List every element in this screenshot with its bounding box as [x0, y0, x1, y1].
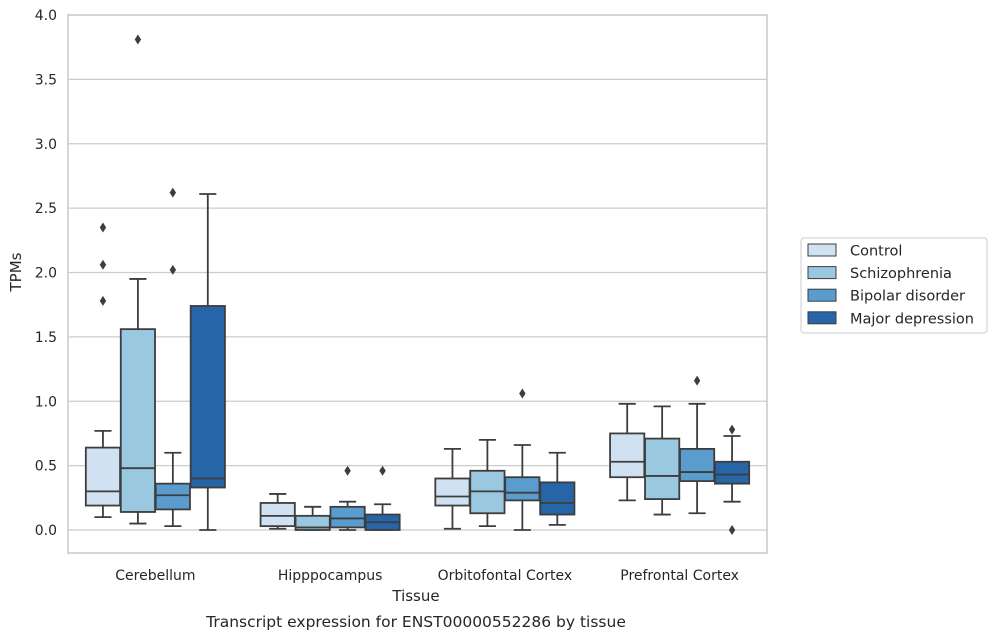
box-schizophrenia [294, 505, 331, 531]
box-body [259, 502, 296, 528]
box-bipolar-disorder [329, 465, 366, 531]
outlier-point [344, 465, 351, 476]
legend-label: Major depression [850, 311, 974, 327]
box-body [189, 305, 226, 489]
y-tick-label: 0.0 [35, 523, 57, 539]
y-tick-label: 1.0 [35, 394, 57, 410]
legend-swatch [807, 243, 837, 257]
box-control [84, 222, 121, 519]
legend-label: Bipolar disorder [850, 289, 965, 305]
outlier-point [169, 187, 177, 198]
x-tick-label: Cerebellum [115, 568, 195, 584]
outlier-point [99, 222, 107, 233]
box-schizophrenia [644, 405, 681, 516]
box-series [84, 34, 751, 535]
box-control [259, 493, 296, 530]
box-bipolar-disorder [504, 388, 541, 531]
y-axis-label: TPMs [7, 252, 25, 292]
box-body [644, 437, 681, 500]
y-tick-label: 3.5 [35, 72, 57, 88]
box-body [539, 481, 576, 516]
x-axis-label: Tissue [391, 587, 439, 605]
y-tick-labels: 0.0 0.5 1.0 1.5 2.0 2.5 3.0 3.5 4.0 [35, 8, 57, 539]
legend-swatch [807, 311, 837, 325]
box-body [119, 328, 156, 513]
outlier-point [728, 424, 736, 435]
box-body [84, 446, 121, 507]
box-body [609, 432, 646, 479]
box-schizophrenia [119, 34, 156, 525]
box-bipolar-disorder [679, 375, 716, 515]
box-control [434, 447, 471, 530]
box-body [329, 505, 366, 529]
box-control [609, 402, 646, 502]
legend: Control Schizophrenia Bipolar disorder Majo… [800, 237, 988, 334]
x-tick-label: Prefrontal Cortex [620, 568, 739, 584]
box-schizophrenia [469, 438, 506, 528]
y-tick-label: 0.5 [35, 459, 57, 475]
chart-caption: Transcript expression for ENST0000055228… [205, 613, 626, 631]
y-tick-label: 3.0 [35, 137, 57, 153]
y-tick-label: 2.5 [35, 201, 57, 217]
outlier-point [99, 259, 107, 270]
plot-frame [67, 14, 768, 554]
box-bipolar-disorder [154, 187, 191, 528]
legend-label: Schizophrenia [850, 266, 952, 282]
legend-swatch [807, 266, 837, 280]
outlier-point [99, 295, 107, 306]
box-major-depression [539, 451, 576, 526]
box-body [504, 476, 541, 502]
x-tick-labels: Cerebellum Hipppocampus Orbitofontal Corte… [115, 568, 739, 584]
outlier-point [379, 465, 386, 476]
box-major-depression [364, 465, 401, 531]
box-body [714, 460, 751, 485]
legend-swatch [807, 288, 837, 302]
legend-label: Control [850, 244, 902, 260]
outlier-point [134, 34, 142, 45]
x-tick-label: Hipppocampus [278, 568, 383, 584]
outlier-point [169, 264, 177, 275]
y-tick-label: 4.0 [35, 8, 57, 24]
legend-frame [800, 237, 988, 334]
x-tick-label: Orbitofontal Cortex [438, 568, 573, 584]
box-body [679, 447, 716, 482]
y-tick-label: 2.0 [35, 266, 57, 282]
outlier-point [519, 388, 526, 399]
outlier-point [693, 375, 701, 386]
y-tick-label: 1.5 [35, 330, 57, 346]
box-major-depression [189, 193, 226, 531]
box-major-depression [714, 424, 751, 535]
outlier-point [728, 525, 736, 535]
box-body [154, 482, 191, 511]
box-body [434, 477, 471, 507]
